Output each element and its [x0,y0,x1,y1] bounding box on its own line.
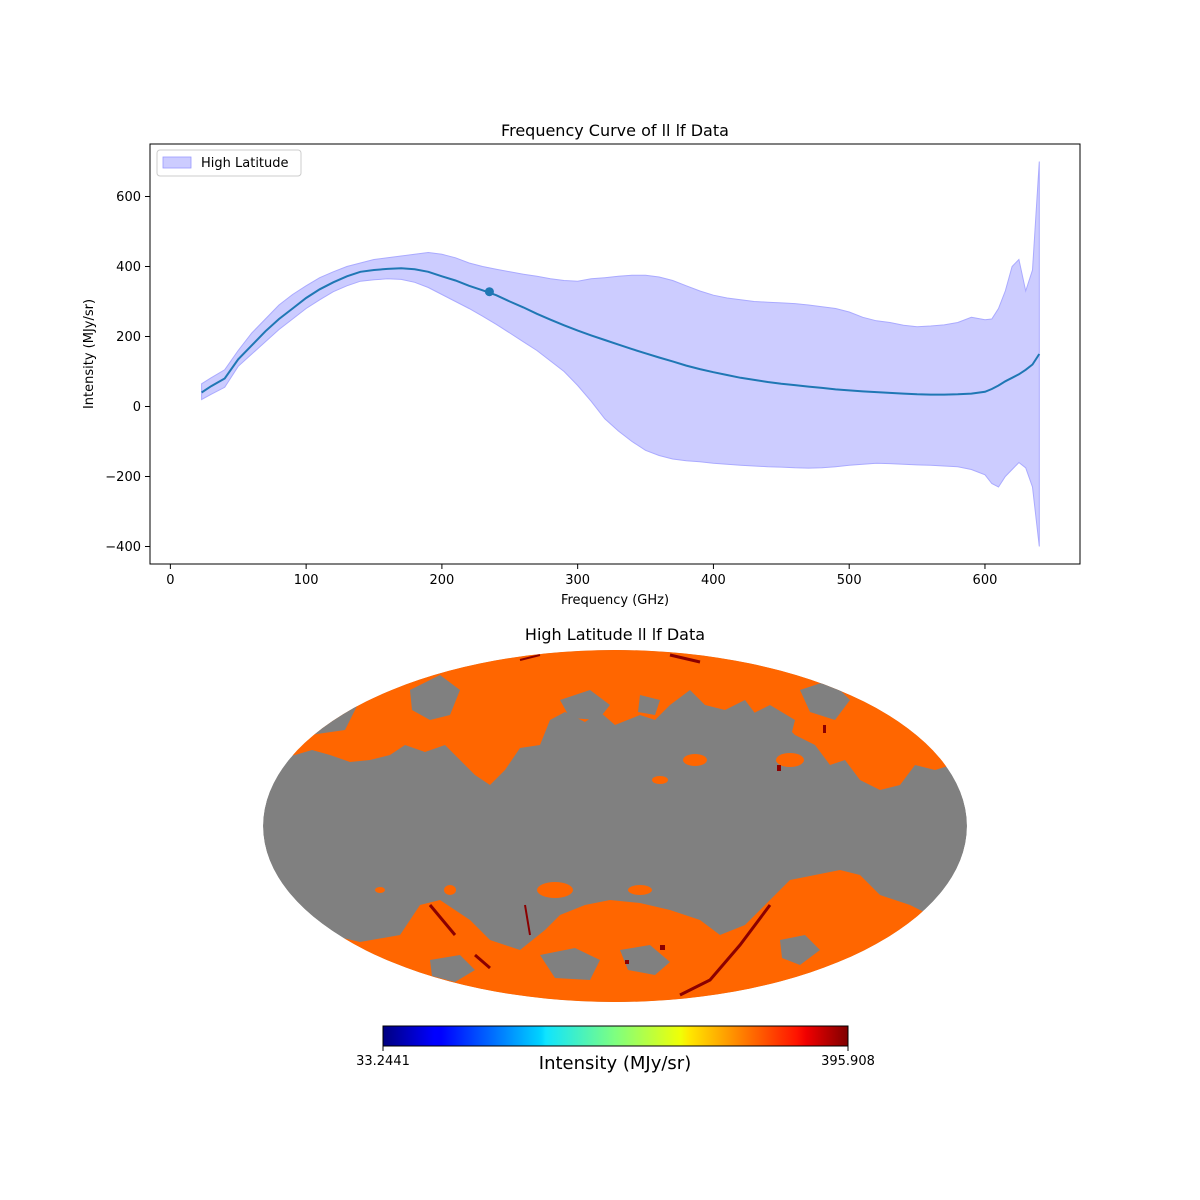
map-south-high [660,945,665,950]
y-tick-label: −400 [105,540,141,555]
map-south-high [428,904,457,936]
map-north-gap [560,690,610,720]
map-north-gap [410,675,460,720]
y-axis-ticks: −400 −200 0 200 400 600 [105,190,150,555]
map-north-patch [652,776,668,784]
map-title: High Latitude ll lf Data [525,625,705,644]
x-tick-label: 600 [973,573,998,588]
line-layer [201,267,1041,396]
map-south-gap [780,935,820,965]
map-north-gap [740,705,795,745]
legend-box [156,149,302,177]
legend-label: High Latitude [201,156,289,171]
map-south-high [524,904,531,936]
map-north-patch [683,754,707,766]
map-north-gap [638,695,660,715]
y-tick-label: 0 [133,400,141,415]
highlight-point [484,287,494,297]
map-north-high [519,654,541,661]
y-tick-label: −200 [105,470,141,485]
mean-line [201,267,1041,396]
mollweide-map [263,650,967,1002]
map-south-gap [620,945,670,975]
colorbar [382,1025,849,1047]
map-south-high [625,960,629,964]
map-south-gap [430,955,475,982]
map-north-gap [800,680,850,720]
x-tick-label: 500 [837,573,862,588]
map-south-patch [444,885,456,895]
y-axis-label: Intensity (MJy/sr) [82,299,97,409]
map-south-gap [540,948,600,980]
chart-title: Frequency Curve of ll lf Data [501,121,729,140]
x-tick-label: 100 [294,573,319,588]
map-north-patch [776,753,804,767]
y-tick-label: 400 [116,260,141,275]
x-axis-ticks: 0 100 200 300 400 500 600 [166,564,997,588]
legend: High Latitude [156,149,302,177]
x-tick-label: 0 [166,573,174,588]
map-south-patch [628,885,652,895]
colorbar-min-label: 33.2441 [356,1054,410,1069]
map-north-high [669,653,701,664]
map-north-high [777,765,781,771]
x-tick-label: 200 [429,573,454,588]
y-tick-label: 600 [116,190,141,205]
map-south-patch [537,882,573,898]
map-south-patch [818,875,862,895]
legend-swatch [162,156,192,169]
map-south-patch [375,887,385,893]
map-north-high [823,725,826,733]
colorbar-label: Intensity (MJy/sr) [539,1053,691,1074]
x-tick-label: 300 [565,573,590,588]
band-layer [201,161,1040,547]
high-latitude-band [201,161,1040,547]
map-south-high [679,904,772,997]
x-tick-label: 400 [701,573,726,588]
colorbar-max-label: 395.908 [821,1054,875,1069]
plot-frame [149,143,1081,565]
x-axis-label: Frequency (GHz) [561,593,669,608]
map-south-high [474,953,491,970]
y-tick-label: 200 [116,330,141,345]
